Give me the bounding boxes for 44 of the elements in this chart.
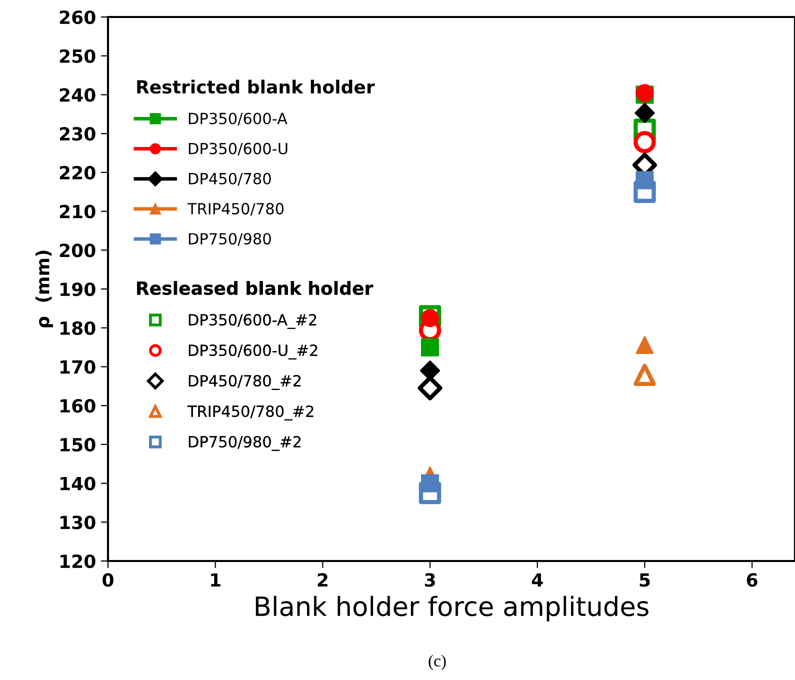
y-tick-label: 160 [60,399,96,413]
x-tick-label: 3 [424,573,435,587]
point [636,171,654,190]
y-tick-label: 120 [60,554,96,568]
legend-label: DP350/600-A [188,112,288,126]
legend-label: DP350/600-U_#2 [188,344,318,360]
y-axis-title: ρ (mm) [35,250,53,328]
x-tick-label: 5 [640,573,650,587]
y-tick-label: 260 [60,10,96,24]
legend-label: DP350/600-U [188,142,288,156]
y-tick-label: 200 [60,244,96,258]
legend-label: DP450/780 [188,172,271,186]
x-tick-label: 4 [532,573,543,587]
legend-label: DP350/600-A_#2 [188,314,316,329]
y-tick-label: 150 [60,438,96,452]
y-tick-label: 180 [60,321,96,335]
text: Restricted blank holder [137,80,375,94]
text: (c) [428,654,446,670]
y-tick-label: 190 [60,282,96,296]
y-tick-label: 130 [60,516,96,530]
x-tick-label: 2 [318,573,328,587]
legend-label: DP750/980 [188,232,271,246]
y-tick-label: 170 [60,360,96,374]
y-tick-label: 250 [60,49,96,63]
legend-label: DP750/980_#2 [188,436,301,451]
legend-label: DP450/780_#2 [188,374,301,390]
point [421,338,440,356]
x-tick-label: 0 [102,573,114,587]
y-tick-label: 140 [60,476,96,490]
legend-label: TRIP450/780_#2 [187,405,314,420]
x-tick-label: 1 [211,573,220,587]
y-tick-label: 240 [60,88,96,102]
y-tick-label: 220 [60,166,96,180]
legend-label: TRIP450/780 [187,202,284,216]
y-tick-label: 210 [60,204,96,218]
point [634,131,656,154]
x-tick-label: 6 [746,573,758,587]
point [636,336,654,354]
x-axis-title: Blank holder force amplitudes [256,596,648,622]
text: Resleased blank holder [137,280,374,295]
y-tick-label: 230 [60,127,96,141]
point [421,474,440,492]
point [634,102,655,124]
point [634,364,656,386]
